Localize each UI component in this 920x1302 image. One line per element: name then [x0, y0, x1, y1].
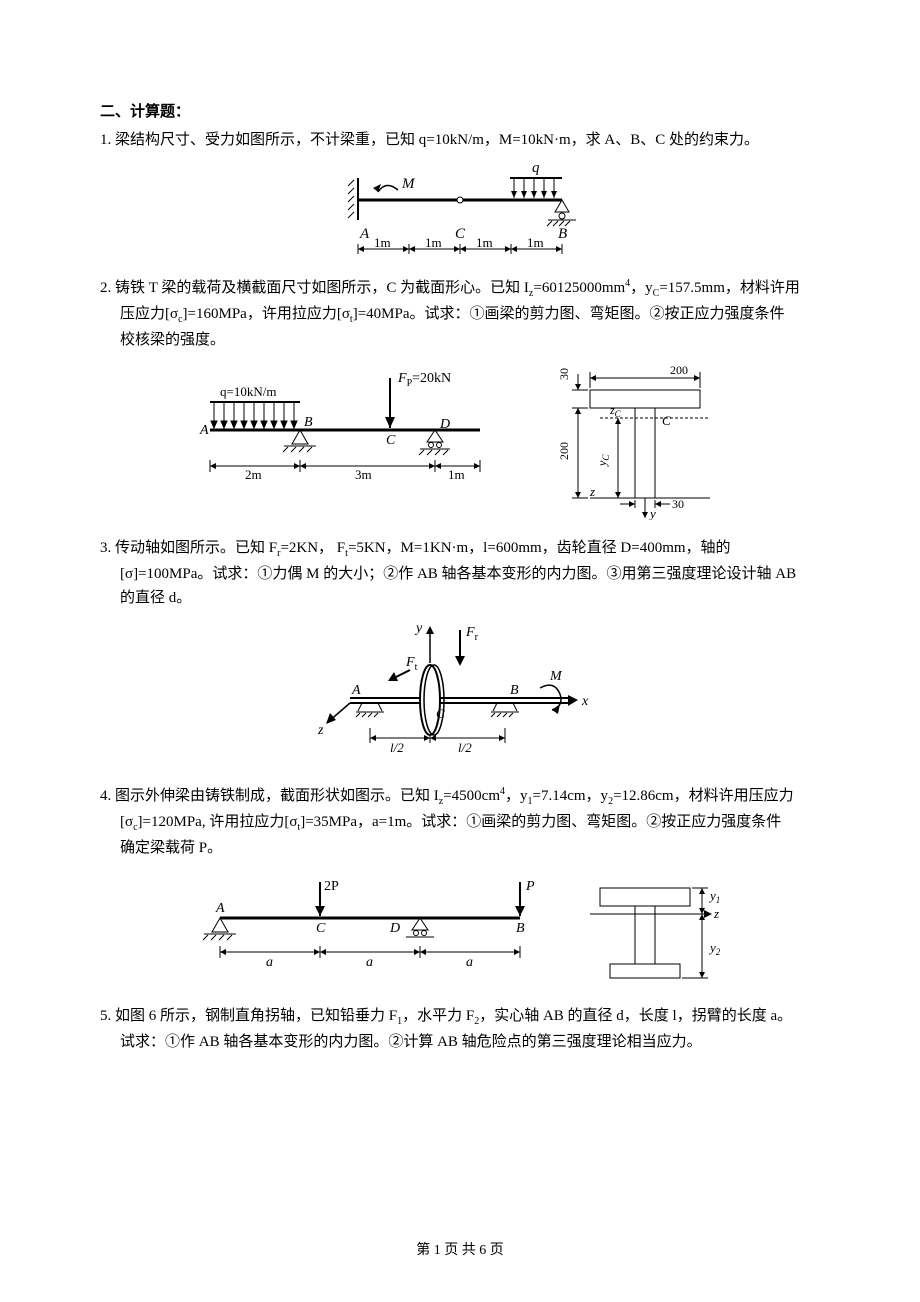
- fig1-B: B: [558, 226, 567, 242]
- fig2-C: C: [386, 433, 396, 448]
- fig2-A: A: [199, 423, 209, 438]
- fig4-a1: a: [266, 955, 273, 970]
- fig3-x: x: [581, 694, 589, 709]
- fig1-C: C: [455, 226, 466, 242]
- problem-2: 2. 铸铁 T 梁的载荷及横截面尺寸如图所示，C 为截面形心。已知 I z =601…: [100, 276, 820, 520]
- p5-tb: ，水平力 F: [402, 1008, 474, 1024]
- p4-tg: ]=120MPa, 许用拉应力[σ: [138, 814, 298, 830]
- p3-tb: =2KN， F: [280, 540, 345, 556]
- fig3-M: M: [549, 669, 563, 684]
- problem-4-text: 4. 图示外伸梁由铸铁制成，截面形状如图示。已知 Iz=4500cm4，y1=7…: [100, 784, 820, 860]
- fig2-q: q=10kN/m: [220, 384, 276, 399]
- fig3-C: C: [436, 706, 445, 721]
- fig3-l2a: l/2: [390, 740, 404, 755]
- p2-td: =157.5mm，材料许用: [659, 280, 800, 296]
- fig3-Fr: Fr: [465, 625, 479, 643]
- fig1-M: M: [401, 176, 416, 192]
- problem-2-figure: A q=10kN/m FP=20kN: [100, 360, 820, 520]
- fig4-A: A: [215, 901, 225, 916]
- fig4-2P: 2P: [324, 879, 339, 894]
- fig3-l2b: l/2: [458, 740, 472, 755]
- p2-th: 校核梁的强度。: [120, 332, 225, 348]
- p5-ta: 5. 如图 6 所示，钢制直角拐轴，已知铅垂力 F: [100, 1008, 397, 1024]
- fig3-y: y: [414, 621, 423, 636]
- p4-ta: 4. 图示外伸梁由铸铁制成，截面形状如图示。已知 I: [100, 788, 439, 804]
- fig4-y2: y2: [708, 940, 721, 957]
- fig2-fp: FP=20kN: [397, 371, 451, 389]
- fig4-B: B: [516, 921, 525, 936]
- fig4-z: z: [713, 906, 719, 921]
- fig3-B: B: [510, 683, 519, 698]
- p3-te: 的直径 d。: [120, 590, 191, 606]
- fig2-d3: 1m: [448, 467, 465, 482]
- problem-2-text: 2. 铸铁 T 梁的载荷及横截面尺寸如图所示，C 为截面形心。已知 Iz=601…: [100, 276, 820, 352]
- fig1-d1: 1m: [374, 235, 391, 250]
- fig4-P: P: [525, 879, 535, 894]
- problem-4: 4. 图示外伸梁由铸铁制成，截面形状如图示。已知 Iz=4500cm4，y1=7…: [100, 784, 820, 988]
- p2-tc: ，y: [630, 280, 653, 296]
- fig1-q: q: [532, 160, 540, 176]
- fig2-D: D: [439, 417, 450, 432]
- fig2-z: z: [589, 484, 595, 499]
- fig2-d1: 2m: [245, 467, 262, 482]
- fig2-zc: zC: [609, 403, 622, 419]
- fig2-t30b: 30: [672, 497, 684, 511]
- p4-tc: ，y: [505, 788, 528, 804]
- fig1-d2: 1m: [425, 235, 442, 250]
- p2-tg: ]=40MPa。试求：①画梁的剪力图、弯矩图。②按正应力强度条件: [353, 306, 785, 322]
- fig4-y1: y1: [708, 888, 720, 905]
- p5-td: 试求：①作 AB 轴各基本变形的内力图。②计算 AB 轴危险点的第三强度理论相当…: [120, 1034, 702, 1050]
- problem-1-text: 1. 梁结构尺寸、受力如图所示，不计梁重，已知 q=10kN/m，M=10kN·…: [100, 128, 820, 152]
- fig3-A: A: [351, 683, 361, 698]
- fig3-Ft: Ft: [405, 655, 418, 673]
- fig2-Cpt: C: [662, 413, 671, 428]
- fig2-yc: yC: [595, 454, 611, 467]
- fig4-a3: a: [466, 955, 473, 970]
- p4-th: ]=35MPa，a=1m。试求：①画梁的剪力图、弯矩图。②按正应力强度条件: [300, 814, 781, 830]
- fig4-D: D: [389, 921, 400, 936]
- fig2-B: B: [304, 415, 313, 430]
- p3-ta: 3. 传动轴如图所示。已知 F: [100, 540, 277, 556]
- problem-3-figure: x y Fr Ft: [100, 618, 820, 768]
- fig2-t30a: 30: [557, 368, 571, 380]
- section-title: 二、计算题：: [100, 100, 820, 124]
- p4-te: =12.86cm，材料许用压应力: [613, 788, 794, 804]
- p4-ti: 确定梁载荷 P。: [120, 840, 222, 856]
- p4-tf: [σ: [120, 814, 133, 830]
- problem-1-figure: M q A C B: [100, 160, 820, 260]
- fig4-C: C: [316, 921, 326, 936]
- fig1-d4: 1m: [527, 235, 544, 250]
- problem-3: 3. 传动轴如图所示。已知 Fr=2KN， Ft=5KN，M=1KN·m，l=6…: [100, 536, 820, 768]
- fig2-h200: 200: [557, 442, 571, 460]
- fig2-d2: 3m: [355, 467, 372, 482]
- p2-ta: 2. 铸铁 T 梁的载荷及横截面尺寸如图所示，C 为截面形心。已知 I: [100, 280, 529, 296]
- problem-3-text: 3. 传动轴如图所示。已知 Fr=2KN， Ft=5KN，M=1KN·m，l=6…: [100, 536, 820, 610]
- p2-tf: ]=160MPa，许用拉应力[σ: [183, 306, 350, 322]
- fig1-A: A: [359, 226, 370, 242]
- fig3-z: z: [317, 723, 324, 738]
- p2-tb: =60125000mm: [533, 280, 625, 296]
- fig1-d3: 1m: [476, 235, 493, 250]
- fig2-y: y: [648, 506, 656, 520]
- p4-td: =7.14cm，y: [533, 788, 609, 804]
- problem-1: 1. 梁结构尺寸、受力如图所示，不计梁重，已知 q=10kN/m，M=10kN·…: [100, 128, 820, 260]
- p5-tc: ，实心轴 AB 的直径 d，长度 l，拐臂的长度 a。: [479, 1008, 792, 1024]
- fig4-a2: a: [366, 955, 373, 970]
- page-footer: 第 1 页 共 6 页: [0, 1240, 920, 1262]
- p4-tb: =4500cm: [443, 788, 500, 804]
- p3-tc: =5KN，M=1KN·m，l=600mm，齿轮直径 D=400mm，轴的: [348, 540, 731, 556]
- fig2-w200: 200: [670, 363, 688, 377]
- problem-5-text: 5. 如图 6 所示，钢制直角拐轴，已知铅垂力 F1，水平力 F2，实心轴 AB…: [100, 1004, 820, 1054]
- problem-5: 5. 如图 6 所示，钢制直角拐轴，已知铅垂力 F1，水平力 F2，实心轴 AB…: [100, 1004, 820, 1054]
- p2-te: 压应力[σ: [120, 306, 178, 322]
- problem-4-figure: A 2P C D P B a a a: [100, 868, 820, 988]
- p3-td: [σ]=100MPa。试求：①力偶 M 的大小；②作 AB 轴各基本变形的内力图…: [120, 566, 796, 582]
